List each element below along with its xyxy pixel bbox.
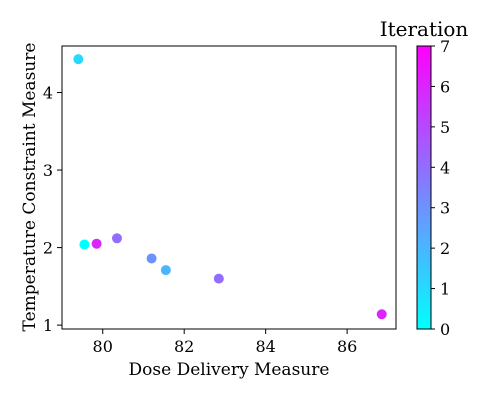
colorbar-tick-label: 6 bbox=[440, 77, 450, 96]
data-point bbox=[213, 273, 224, 284]
colorbar-tick-label: 4 bbox=[440, 158, 450, 177]
data-point bbox=[160, 265, 171, 276]
data-point bbox=[79, 239, 90, 250]
plot-area bbox=[61, 45, 397, 330]
y-axis-ticks: 1 2 3 4 bbox=[43, 84, 62, 335]
x-tick-label: 84 bbox=[255, 337, 275, 356]
colorbar-tick-label: 7 bbox=[440, 37, 450, 56]
data-points bbox=[73, 54, 387, 320]
x-tick-label: 86 bbox=[337, 337, 357, 356]
y-axis-label: Temperature Constraint Measure bbox=[20, 43, 40, 332]
y-tick-label: 2 bbox=[43, 239, 53, 258]
data-point bbox=[146, 253, 157, 264]
colorbar bbox=[416, 45, 432, 330]
y-tick-label: 4 bbox=[43, 84, 53, 103]
colorbar-tick-label: 1 bbox=[440, 280, 450, 299]
data-point bbox=[91, 238, 102, 249]
colorbar-title: Iteration bbox=[380, 17, 469, 41]
y-tick-label: 3 bbox=[43, 161, 53, 180]
x-tick-label: 80 bbox=[93, 337, 113, 356]
y-tick-label: 1 bbox=[43, 316, 53, 335]
colorbar-tick-label: 0 bbox=[440, 320, 450, 339]
data-point bbox=[73, 54, 84, 65]
colorbar-tick-label: 5 bbox=[440, 118, 450, 137]
colorbar-ticks: 0 1 2 3 4 5 6 7 bbox=[431, 37, 450, 339]
data-point bbox=[111, 233, 122, 244]
colorbar-tick-label: 3 bbox=[440, 199, 450, 218]
data-point bbox=[376, 309, 387, 320]
x-axis-label: Dose Delivery Measure bbox=[129, 360, 330, 380]
colorbar-tick-label: 2 bbox=[440, 239, 450, 258]
x-tick-label: 82 bbox=[174, 337, 194, 356]
x-axis-ticks: 80 82 84 86 bbox=[93, 329, 357, 356]
